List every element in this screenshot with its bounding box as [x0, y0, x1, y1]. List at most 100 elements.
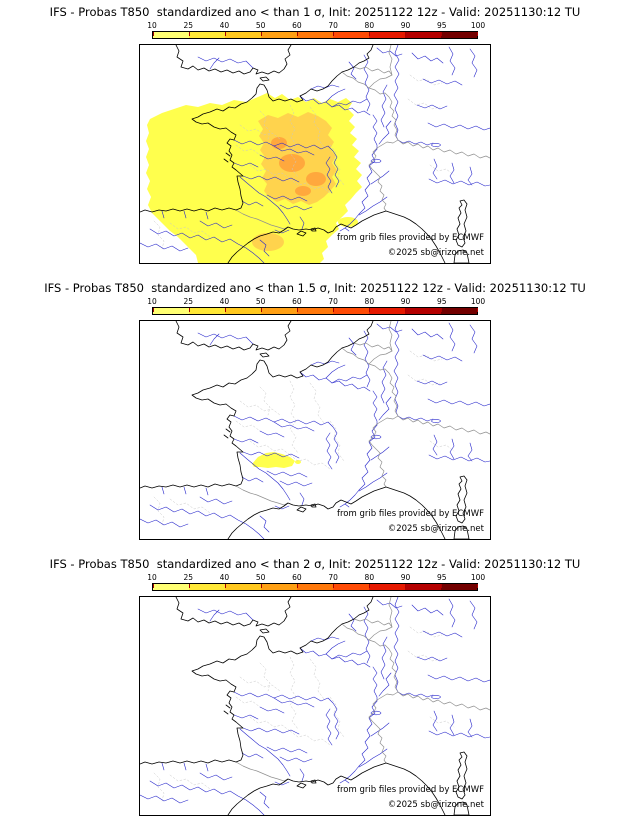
- colorbar-tick-mark: [188, 584, 190, 588]
- colorbar-tick-label: 90: [400, 297, 411, 306]
- colorbar-tick-label: 25: [183, 297, 193, 306]
- colorbar-tick-mark: [369, 584, 370, 588]
- colorbar-tick-mark: [153, 308, 154, 312]
- colorbar-segment: [225, 32, 261, 38]
- colorbar-segment: [441, 308, 477, 314]
- colorbar-segment: [405, 32, 441, 38]
- colorbar: 10 25 40 50 60 70 80 90 95 100: [147, 573, 485, 592]
- colorbar-tick-mark: [440, 32, 442, 36]
- panel-sigma-1: IFS - Probas T850 standardized ano < tha…: [0, 0, 630, 276]
- colorbar-segment: [261, 308, 297, 314]
- colorbar-tick-label: 40: [219, 573, 230, 582]
- colorbar-tick-label: 80: [364, 297, 375, 306]
- country-borders-layer: [235, 321, 490, 506]
- ecmwf-credit-text: from grib files provided by ECMWF: [337, 233, 484, 243]
- country-borders-layer: [235, 597, 490, 782]
- colorbar-segment: [189, 32, 225, 38]
- colorbar-segment: [333, 584, 369, 590]
- colorbar-tick-mark: [296, 308, 298, 312]
- colorbar-gradient-bar: [152, 31, 478, 39]
- colorbar-tick-label: 100: [470, 21, 486, 30]
- coastline-layer: [140, 597, 470, 815]
- ecmwf-credit-text: from grib files provided by ECMWF: [337, 785, 484, 795]
- colorbar-tick-mark: [224, 308, 226, 312]
- colorbar-tick-labels: 10 25 40 50 60 70 80 90 95 100: [147, 573, 485, 583]
- colorbar-tick-label: 40: [219, 297, 230, 306]
- colorbar: 10 25 40 50 60 70 80 90 95 100: [147, 21, 485, 40]
- colorbar-tick-label: 50: [255, 21, 266, 30]
- map-canvas: [140, 321, 490, 539]
- colorbar-tick-mark: [477, 584, 478, 588]
- colorbar-tick-mark: [296, 584, 298, 588]
- lakes-layer: [370, 695, 441, 716]
- colorbar-tick-label: 95: [436, 21, 447, 30]
- admin-borders-layer: [153, 74, 455, 250]
- colorbar-tick-mark: [405, 32, 406, 36]
- colorbar-segment: [369, 308, 405, 314]
- ecmwf-credit-text: from grib files provided by ECMWF: [337, 509, 484, 519]
- colorbar-tick-mark: [477, 32, 478, 36]
- colorbar-segment: [189, 584, 225, 590]
- colorbar-tick-label: 70: [328, 573, 338, 582]
- colorbar-tick-label: 60: [292, 297, 302, 306]
- map-svg: [140, 321, 490, 539]
- colorbar-segment: [189, 308, 225, 314]
- colorbar-tick-label: 80: [364, 573, 375, 582]
- colorbar-tick-label: 60: [292, 21, 302, 30]
- rivers-layer: [140, 321, 490, 539]
- colorbar-segment: [153, 32, 189, 38]
- colorbar-tick-label: 10: [147, 573, 157, 582]
- colorbar-tick-mark: [224, 32, 226, 36]
- colorbar-tick-labels: 10 25 40 50 60 70 80 90 95 100: [147, 21, 485, 31]
- colorbar-tick-mark: [405, 308, 406, 312]
- colorbar-gradient-bar: [152, 583, 478, 591]
- panel-sigma-1-5: IFS - Probas T850 standardized ano < tha…: [0, 276, 630, 552]
- colorbar-tick-mark: [477, 308, 478, 312]
- colorbar-tick-label: 10: [147, 21, 157, 30]
- colorbar-tick-mark: [296, 32, 298, 36]
- lakes-layer: [370, 419, 441, 440]
- colorbar-tick-label: 80: [364, 21, 375, 30]
- colorbar-tick-mark: [261, 584, 262, 588]
- map-canvas: [140, 45, 490, 263]
- colorbar-tick-label: 95: [436, 573, 447, 582]
- admin-borders-layer: [153, 350, 455, 526]
- colorbar-tick-mark: [333, 584, 334, 588]
- colorbar-segment: [405, 308, 441, 314]
- colorbar-tick-mark: [440, 584, 442, 588]
- map-frame: from grib files provided by ECMWF ©2025 …: [139, 596, 491, 816]
- colorbar-tick-mark: [333, 32, 334, 36]
- map-canvas: [140, 597, 490, 815]
- colorbar-segment: [261, 584, 297, 590]
- colorbar: 10 25 40 50 60 70 80 90 95 100: [147, 297, 485, 316]
- colorbar-tick-label: 25: [183, 21, 193, 30]
- panel-title: IFS - Probas T850 standardized ano < tha…: [49, 5, 581, 19]
- admin-borders-layer: [153, 626, 455, 802]
- colorbar-tick-label: 70: [328, 21, 338, 30]
- colorbar-gradient-bar: [152, 307, 478, 315]
- colorbar-tick-mark: [224, 584, 226, 588]
- colorbar-tick-mark: [261, 32, 262, 36]
- colorbar-tick-mark: [369, 32, 370, 36]
- colorbar-segment: [225, 308, 261, 314]
- map-svg: [140, 597, 490, 815]
- colorbar-segment: [441, 32, 477, 38]
- panel-title: IFS - Probas T850 standardized ano < tha…: [49, 557, 581, 571]
- rivers-layer: [140, 45, 490, 263]
- colorbar-tick-mark: [188, 32, 190, 36]
- colorbar-tick-mark: [153, 32, 154, 36]
- colorbar-tick-label: 95: [436, 297, 447, 306]
- colorbar-segment: [333, 32, 369, 38]
- colorbar-segment: [297, 308, 333, 314]
- colorbar-segment: [405, 584, 441, 590]
- colorbar-segment: [153, 584, 189, 590]
- colorbar-tick-label: 90: [400, 21, 411, 30]
- colorbar-tick-labels: 10 25 40 50 60 70 80 90 95 100: [147, 297, 485, 307]
- colorbar-segment: [369, 32, 405, 38]
- colorbar-tick-mark: [153, 584, 154, 588]
- lakes-layer: [370, 143, 441, 164]
- country-borders-layer: [235, 45, 490, 230]
- colorbar-tick-label: 25: [183, 573, 193, 582]
- colorbar-segment: [333, 308, 369, 314]
- colorbar-tick-label: 50: [255, 573, 266, 582]
